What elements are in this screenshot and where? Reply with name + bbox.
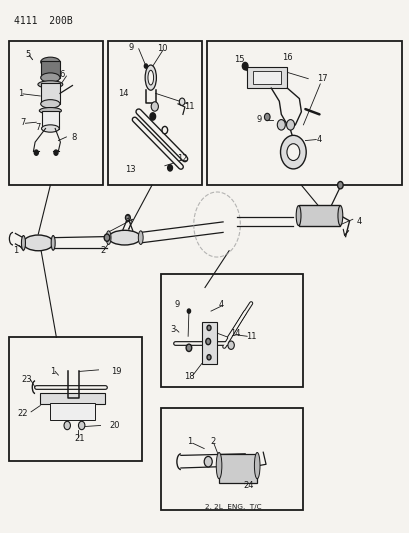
Text: 9: 9 [174,300,179,309]
Text: 9: 9 [256,115,261,124]
Ellipse shape [40,73,60,82]
Text: 4111  200B: 4111 200B [14,15,73,26]
Bar [160,408,303,511]
Circle shape [64,421,70,430]
Ellipse shape [216,453,221,479]
Text: 1: 1 [187,437,192,446]
Circle shape [286,144,299,160]
Bar [253,71,281,84]
Text: 10: 10 [157,44,168,53]
Circle shape [227,341,234,350]
Text: 3: 3 [124,215,129,224]
Circle shape [144,64,147,68]
Ellipse shape [23,235,53,251]
Circle shape [276,119,285,130]
Ellipse shape [40,57,60,67]
Circle shape [34,150,38,155]
Bar [201,321,216,364]
Text: 7: 7 [35,123,40,132]
Text: 8: 8 [71,133,76,142]
Bar [298,205,339,226]
Circle shape [187,309,190,313]
Text: 6: 6 [60,70,65,79]
Ellipse shape [106,231,111,245]
Ellipse shape [337,206,342,225]
Text: 21: 21 [74,433,84,442]
Text: 1: 1 [13,246,18,255]
Text: 11: 11 [245,332,256,341]
Text: 15: 15 [233,55,244,64]
Text: 4: 4 [218,300,223,309]
Text: 4: 4 [356,217,362,227]
Circle shape [162,126,167,134]
Text: 7: 7 [20,118,26,127]
Text: 22: 22 [17,409,27,418]
Circle shape [207,354,211,360]
Text: 13: 13 [125,165,136,174]
Ellipse shape [145,65,156,90]
Circle shape [54,150,58,155]
Text: 19: 19 [111,367,121,376]
Bar [40,83,60,104]
Bar [218,454,256,483]
Ellipse shape [38,81,63,88]
Circle shape [280,135,306,169]
Text: 18: 18 [183,372,194,381]
Circle shape [205,338,210,345]
Text: 14: 14 [229,329,240,337]
Bar [108,41,202,185]
Text: 2: 2 [100,246,105,255]
Text: 9: 9 [128,43,134,52]
Circle shape [125,215,130,221]
Circle shape [167,165,172,171]
Ellipse shape [21,236,25,250]
Text: 23: 23 [21,375,31,384]
Ellipse shape [254,453,259,479]
Text: 24: 24 [243,481,253,490]
Bar [40,61,60,78]
Bar [40,393,104,405]
Bar [207,41,401,185]
Bar [9,337,141,461]
Ellipse shape [41,125,59,132]
Circle shape [337,182,342,189]
Text: 1: 1 [49,367,55,376]
Ellipse shape [148,70,153,85]
Text: 16: 16 [281,53,292,62]
Circle shape [204,456,212,467]
Bar [9,41,103,185]
Bar [41,111,59,128]
Text: 2: 2 [210,437,215,446]
Ellipse shape [108,230,140,245]
Circle shape [264,114,270,120]
Circle shape [242,62,247,70]
Text: 5: 5 [26,50,31,59]
Circle shape [207,325,211,330]
Circle shape [186,344,191,351]
Ellipse shape [138,231,143,245]
Text: 14: 14 [118,89,128,98]
Circle shape [78,421,85,430]
Text: 12: 12 [176,155,187,164]
Bar [247,67,287,88]
Text: 1: 1 [18,89,23,98]
Circle shape [104,234,110,241]
Ellipse shape [39,108,61,114]
Ellipse shape [40,100,60,108]
Ellipse shape [295,206,300,225]
Circle shape [286,119,294,130]
Bar [160,274,303,387]
Text: 11: 11 [183,102,194,111]
Circle shape [179,98,184,106]
Ellipse shape [51,236,55,250]
Circle shape [151,102,158,111]
Text: 17: 17 [317,74,327,83]
Text: 20: 20 [109,421,119,430]
Text: 2. 2L  ENG.  T/C: 2. 2L ENG. T/C [204,504,261,510]
Circle shape [150,113,155,120]
Bar [50,403,94,420]
Text: 4: 4 [316,135,321,144]
Text: 3: 3 [170,325,175,334]
